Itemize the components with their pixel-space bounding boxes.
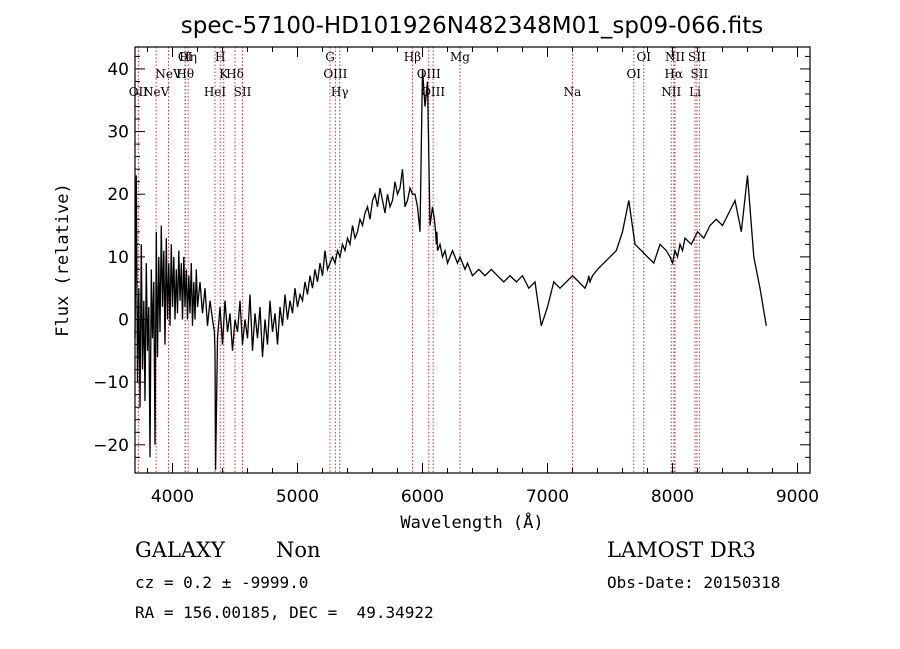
reference-line-label-2: NeV: [155, 67, 182, 81]
reference-line-label-24: Li: [689, 85, 701, 99]
reference-line-label-17: Mg: [450, 50, 470, 64]
reference-line-label-7: H: [215, 50, 225, 64]
reference-line-label-1: NeV: [143, 85, 170, 99]
y-axis-ticks: −20 −10 0 10 20 30 40: [93, 55, 810, 458]
y-tick-label-5: 30: [107, 123, 129, 143]
reference-line-label-19: OI: [626, 67, 641, 81]
x-tick-label-5: 9000: [776, 487, 819, 507]
spectrum-line: [134, 68, 767, 470]
survey-name: LAMOST DR3: [607, 538, 756, 562]
reference-line-label-22: Hα: [664, 67, 683, 81]
y-tick-label-3: 10: [107, 248, 129, 268]
reference-line-label-14: Hβ: [404, 50, 421, 64]
reference-line-label-25: SII: [688, 50, 706, 64]
reference-line-labels: OIINeVNeVOIHθHηHeIHKHδSIIGOIIIHγHβOIIIOI…: [129, 50, 709, 99]
object-class: GALAXY: [135, 538, 225, 562]
x-axis-ticks: 4000 5000 6000 7000 8000 9000: [147, 47, 819, 507]
reference-line-label-9: Hδ: [226, 67, 244, 81]
reference-line-label-8: K: [219, 67, 229, 81]
y-tick-label-0: −20: [93, 436, 129, 456]
reference-line-label-15: OIII: [417, 67, 441, 81]
x-tick-label-3: 7000: [526, 487, 569, 507]
reference-lines: [137, 47, 700, 473]
y-tick-label-4: 20: [107, 185, 129, 205]
y-tick-label-6: 40: [107, 60, 129, 80]
plot-frame: [134, 46, 811, 474]
reference-line-label-26: SII: [691, 67, 709, 81]
reference-line-label-12: OIII: [323, 67, 347, 81]
reference-line-label-5: Hη: [179, 50, 197, 64]
reference-line-label-0: OII: [129, 85, 149, 99]
x-tick-label-0: 4000: [151, 487, 194, 507]
y-tick-label-1: −10: [93, 373, 129, 393]
reference-line-label-20: OI: [636, 50, 651, 64]
redshift-readout: cz = 0.2 ± -9999.0: [135, 573, 309, 592]
reference-line-label-3: OI: [178, 50, 193, 64]
x-tick-label-4: 8000: [651, 487, 694, 507]
observation-date: Obs-Date: 20150318: [607, 573, 781, 592]
chart-title: spec-57100-HD101926N482348M01_sp09-066.f…: [181, 13, 763, 39]
reference-line-label-23: NII: [665, 50, 685, 64]
y-tick-label-2: 0: [118, 311, 129, 331]
coordinates-readout: RA = 156.00185, DEC = 49.34922: [135, 603, 434, 622]
x-tick-label-1: 5000: [276, 487, 319, 507]
reference-line-label-18: Na: [564, 85, 582, 99]
spectrum-chart: spec-57100-HD101926N482348M01_sp09-066.f…: [53, 13, 819, 533]
object-subclass: Non: [276, 538, 321, 562]
reference-line-label-6: HeI: [204, 85, 227, 99]
y-axis-label: Flux (relative): [53, 183, 73, 337]
x-tick-label-2: 6000: [401, 487, 444, 507]
reference-line-label-13: Hγ: [331, 85, 349, 99]
reference-line-label-4: Hθ: [176, 67, 194, 81]
x-axis-label: Wavelength (Å): [400, 511, 543, 533]
reference-line-label-11: G: [325, 50, 335, 64]
reference-line-label-21: NII: [661, 85, 681, 99]
reference-line-label-10: SII: [234, 85, 252, 99]
